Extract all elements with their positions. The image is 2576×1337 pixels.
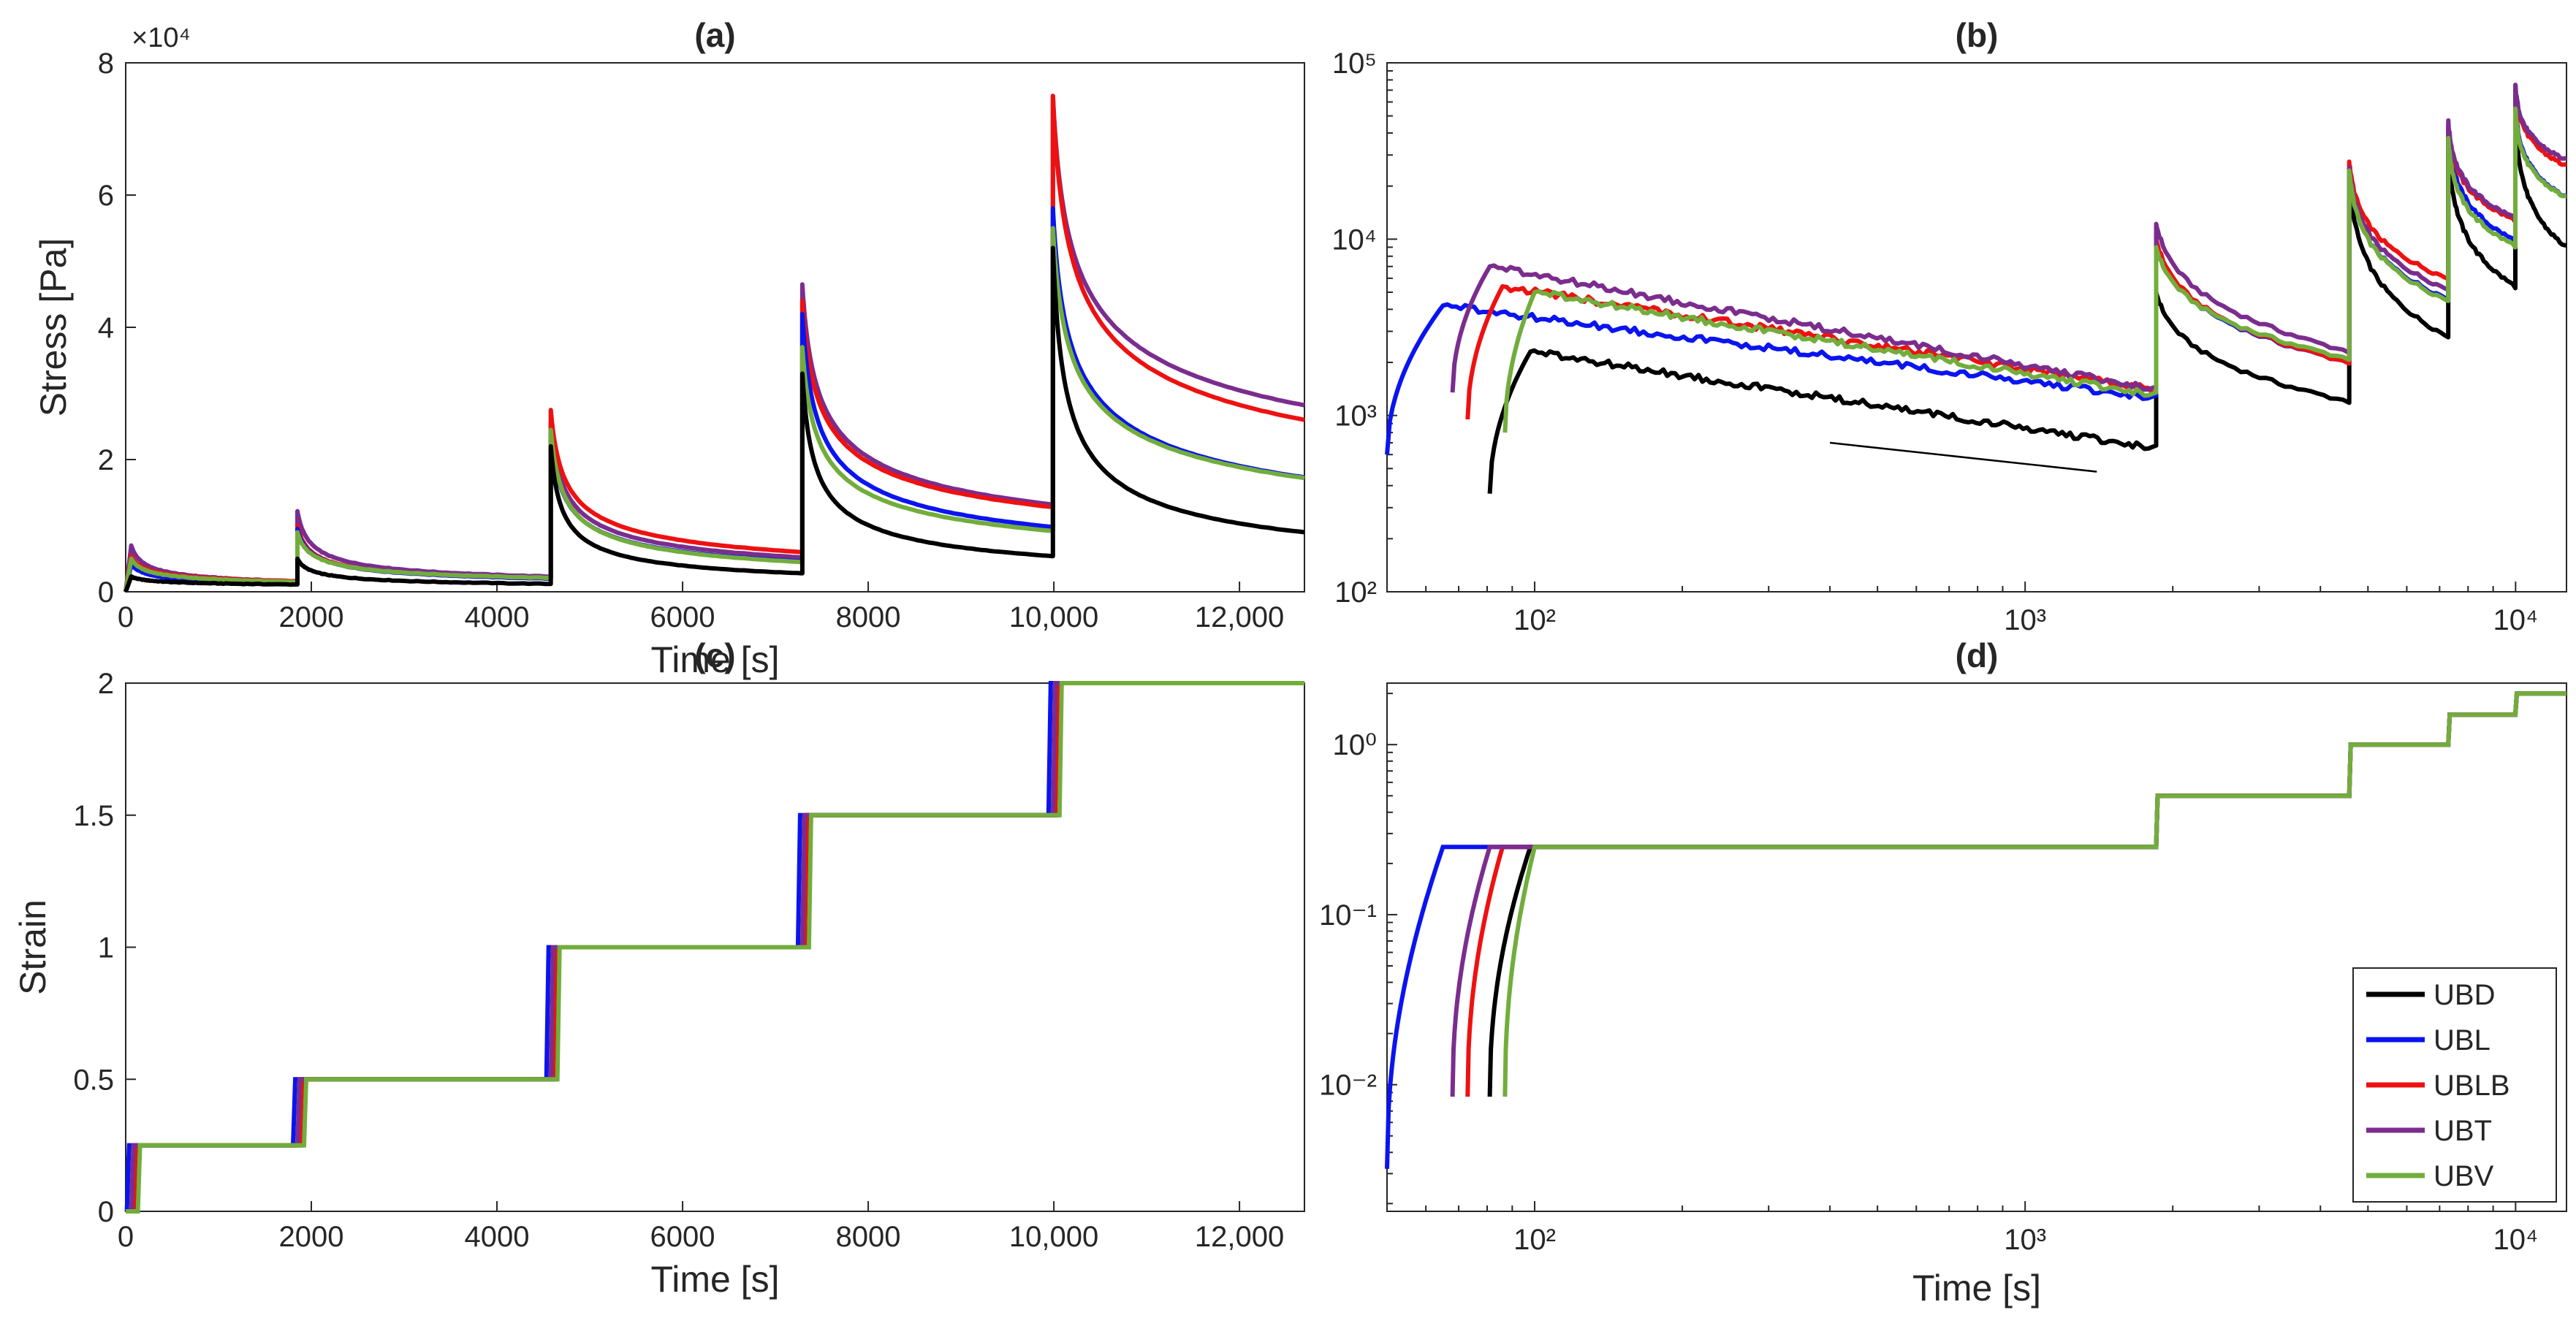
legend-label-ubl: UBL: [2433, 1024, 2490, 1056]
panel-title-d: (d): [1956, 636, 1999, 674]
x-tick-label: 4000: [465, 601, 530, 633]
series-line-ublb: [124, 94, 1305, 593]
panel-a-axes-box: [125, 62, 1305, 593]
x-tick-label: 4000: [465, 1221, 530, 1253]
y-tick-label: 0: [98, 1196, 114, 1228]
x-tick-label: 10,000: [1009, 1221, 1098, 1253]
y-tick-label: 6: [98, 180, 114, 212]
x-tick-label: 8000: [836, 1221, 901, 1253]
series-line-ubv: [1502, 106, 2567, 433]
series-line-ubl: [124, 681, 1304, 1214]
panel-title-b: (b): [1956, 16, 1999, 54]
y-exponent-label: ×10⁴: [132, 23, 191, 53]
series-line-ubl: [1385, 102, 2567, 455]
x-tick-label: 10³: [2004, 604, 2046, 636]
legend-label-ubd: UBD: [2433, 979, 2495, 1011]
legend-label-ublb: UBLB: [2433, 1070, 2510, 1102]
x-tick-label: 10²: [1513, 604, 1556, 636]
reference-slope-line: [1829, 441, 2097, 473]
panel-title-c: (c): [694, 636, 735, 674]
series-line-ubv: [126, 681, 1304, 1214]
y-axis-label: Strain: [12, 899, 53, 995]
legend: UBD UBL UBLB UBT UBV: [2352, 967, 2557, 1203]
y-tick-label: 8: [98, 47, 114, 80]
x-tick-label: 10²: [1513, 1224, 1556, 1256]
legend-label-ubv: UBV: [2433, 1160, 2494, 1192]
series-line-ubd: [1487, 110, 2567, 494]
x-tick-label: 6000: [650, 1221, 715, 1253]
y-tick-label: 0.5: [73, 1064, 114, 1096]
x-axis-label: Time [s]: [1912, 1268, 2041, 1309]
x-tick-label: 12,000: [1195, 1221, 1284, 1253]
series-line-ubt: [126, 681, 1304, 1214]
panel-b: 10² 10³ 10⁴ 10² 10³ 10⁴ 10⁵ (b): [1331, 16, 2567, 636]
series-line-ubt: [124, 94, 1305, 593]
series-line-ubd: [124, 245, 1305, 593]
x-tick-label: 2000: [279, 1221, 344, 1253]
y-tick-label: 1.5: [73, 800, 114, 832]
y-tick-label: 1: [98, 932, 114, 964]
y-tick-label: 10²: [1334, 576, 1377, 609]
y-tick-label: 10⁰: [1332, 729, 1377, 761]
panel-d: 10² 10³ 10⁴ 10⁻² 10⁻¹ 10⁰ (d) Time [s] UBD UBL UBL…: [1319, 636, 2567, 1309]
y-axis-label: Stress [Pa]: [33, 238, 74, 417]
y-tick-label: 10⁻²: [1319, 1070, 1377, 1102]
panel-b-axes-box: [1386, 62, 2567, 593]
legend-label-ubt: UBT: [2433, 1115, 2492, 1147]
x-tick-label: 12,000: [1195, 601, 1284, 633]
x-axis-label: Time [s]: [651, 639, 780, 680]
x-tick-label: 2000: [279, 601, 344, 633]
y-tick-label: 4: [98, 312, 114, 344]
series-line-ubt: [1450, 83, 2567, 393]
x-tick-label: 0: [118, 1221, 134, 1253]
panel-c: 0 2000 4000 6000 8000 10,000 12,000 0 0.5 1 1.5 2 (c…: [12, 636, 1305, 1300]
y-tick-label: 0: [98, 576, 114, 609]
series-line-ubv: [1502, 691, 2566, 1097]
x-tick-label: 10³: [2004, 1224, 2046, 1256]
x-tick-label: 8000: [836, 601, 901, 633]
y-tick-label: 10⁴: [1331, 224, 1377, 256]
panel-title-a: (a): [694, 16, 735, 54]
y-tick-label: 10⁵: [1332, 47, 1377, 80]
x-tick-label: 10⁴: [2493, 604, 2538, 636]
y-tick-label: 10³: [1334, 400, 1377, 433]
x-tick-label: 10⁴: [2493, 1224, 2538, 1256]
x-axis-label: Time [s]: [651, 1259, 780, 1300]
x-tick-label: 0: [118, 601, 134, 633]
y-tick-label: 10⁻¹: [1319, 899, 1377, 932]
y-tick-label: 2: [98, 668, 114, 700]
panel-d-axes-box: [1386, 682, 2567, 1212]
y-tick-label: 2: [98, 444, 114, 476]
series-line-ubv: [124, 226, 1305, 593]
panel-a: 0 2000 4000 6000 8000 10,000 12,000 0 2 4 6 8 ×10⁴ (a…: [33, 16, 1305, 680]
x-tick-label: 6000: [650, 601, 715, 633]
x-tick-label: 10,000: [1009, 601, 1098, 633]
